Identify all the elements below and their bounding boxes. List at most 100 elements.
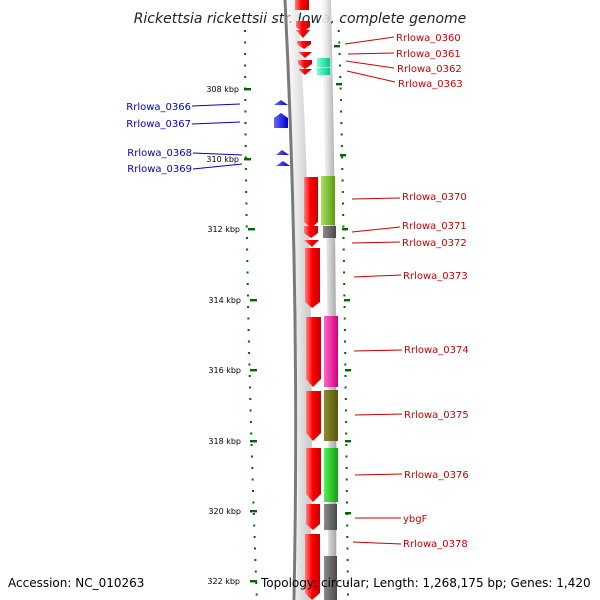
gene-label: Rrlowa_0369 bbox=[127, 164, 192, 175]
gene-Rrlowa_0370[interactable] bbox=[304, 177, 318, 228]
gene-Rrlowa_0369[interactable] bbox=[276, 161, 290, 166]
gene-ybgF[interactable] bbox=[306, 504, 320, 530]
scale-dot bbox=[346, 559, 349, 561]
gene-Rrlowa_0361[interactable] bbox=[297, 41, 311, 49]
label-Rrlowa_0363[interactable]: Rrlowa_0363 bbox=[346, 70, 463, 90]
scale-dot bbox=[342, 248, 345, 251]
scale-dot bbox=[254, 559, 257, 561]
gene-Rrlowa_0366[interactable] bbox=[274, 100, 288, 105]
scale-dot bbox=[252, 490, 254, 492]
scale-dot bbox=[339, 99, 342, 101]
tick-mark bbox=[248, 228, 255, 231]
scale-dot bbox=[343, 317, 346, 320]
label-Rrlowa_0362[interactable]: Rrlowa_0362 bbox=[345, 60, 462, 75]
scale-dot bbox=[344, 398, 347, 400]
scale-dot bbox=[344, 363, 347, 366]
label-Rrlowa_0372[interactable]: Rrlowa_0372 bbox=[351, 238, 467, 249]
gene-label: Rrlowa_0370 bbox=[402, 192, 467, 203]
scale-dot bbox=[244, 110, 247, 113]
label-Rrlowa_0361[interactable]: Rrlowa_0361 bbox=[347, 49, 461, 60]
gene-label: Rrlowa_0368 bbox=[127, 148, 192, 159]
right-ticks bbox=[334, 45, 351, 515]
label-Rrlowa_0366[interactable]: Rrlowa_0366 bbox=[126, 102, 241, 113]
scale-dot bbox=[339, 87, 342, 90]
scale-dot bbox=[244, 99, 247, 101]
scale-dot bbox=[253, 524, 256, 527]
scale-dot bbox=[244, 133, 247, 136]
scale-dot bbox=[249, 409, 252, 412]
scale-dot bbox=[244, 156, 247, 159]
scale-dot bbox=[247, 340, 250, 343]
tick-mark bbox=[250, 369, 257, 372]
scale-dots bbox=[244, 30, 349, 596]
scale-dot bbox=[344, 340, 346, 343]
gene-Rrlowa_0378[interactable] bbox=[305, 534, 320, 600]
scale-dot bbox=[345, 444, 348, 446]
scale-dot bbox=[344, 352, 347, 354]
gene-Rrlowa_0373[interactable] bbox=[305, 248, 320, 308]
scale-dot bbox=[344, 409, 347, 412]
gene-Rrlowa_0374[interactable] bbox=[306, 317, 321, 387]
label-Rrlowa_0378[interactable]: Rrlowa_0378 bbox=[352, 539, 468, 550]
scale-dot bbox=[344, 386, 347, 389]
scale-dot bbox=[337, 30, 340, 32]
gene-Rrlowa_0368[interactable] bbox=[276, 150, 289, 155]
scale-dot bbox=[253, 536, 256, 538]
gene-Rrlowa_0376[interactable] bbox=[306, 448, 321, 502]
category-block-dark bbox=[324, 556, 337, 600]
scale-dot bbox=[343, 294, 346, 297]
scale-dot bbox=[340, 145, 343, 147]
reverse-strand-genes bbox=[274, 100, 290, 166]
scale-dot bbox=[338, 64, 341, 67]
scale-dot bbox=[244, 76, 247, 78]
scale-dot bbox=[244, 64, 247, 67]
category-block-magenta bbox=[324, 316, 338, 387]
scale-dot bbox=[252, 513, 255, 515]
label-Rrlowa_0371[interactable]: Rrlowa_0371 bbox=[351, 221, 467, 233]
scale-dot bbox=[248, 352, 251, 354]
tick-label: 314 kbp bbox=[208, 296, 241, 305]
gene-Rrlowa_0367[interactable] bbox=[274, 113, 288, 128]
label-Rrlowa_0373[interactable]: Rrlowa_0373 bbox=[353, 271, 468, 282]
scale-dot bbox=[346, 536, 349, 538]
scale-dot bbox=[342, 214, 345, 216]
scale-dot bbox=[244, 41, 247, 44]
label-Rrlowa_0370[interactable]: Rrlowa_0370 bbox=[351, 192, 467, 203]
tick-label: 318 kbp bbox=[208, 437, 241, 446]
tick-label: 308 kbp bbox=[206, 85, 239, 94]
gene-label: Rrlowa_0361 bbox=[396, 49, 461, 60]
gene-Rrlowa_0375[interactable] bbox=[306, 391, 321, 441]
left-gene-labels: Rrlowa_0366 Rrlowa_0367 Rrlowa_0368 Rrlo… bbox=[126, 102, 243, 175]
gene-Rrlowa_0362[interactable] bbox=[298, 52, 312, 58]
label-Rrlowa_0367[interactable]: Rrlowa_0367 bbox=[126, 119, 241, 130]
tick-label: 310 kbp bbox=[206, 155, 239, 164]
scale-dot bbox=[346, 570, 349, 573]
scale-dot bbox=[341, 156, 344, 159]
gene-Rrlowa_0360[interactable] bbox=[296, 21, 310, 38]
label-Rrlowa_0360[interactable]: Rrlowa_0360 bbox=[344, 33, 461, 45]
category-block-olive bbox=[324, 390, 338, 441]
label-ybgF[interactable]: ybgF bbox=[355, 514, 428, 525]
scale-dot bbox=[251, 467, 254, 469]
label-Rrlowa_0369[interactable]: Rrlowa_0369 bbox=[127, 163, 243, 175]
label-Rrlowa_0375[interactable]: Rrlowa_0375 bbox=[354, 410, 469, 421]
scale-dot bbox=[246, 260, 249, 262]
scale-dot bbox=[245, 214, 248, 216]
scale-dot bbox=[342, 202, 344, 205]
scale-dot bbox=[255, 582, 258, 584]
scale-dot bbox=[345, 455, 348, 458]
label-Rrlowa_0374[interactable]: Rrlowa_0374 bbox=[353, 345, 469, 356]
label-Rrlowa_0368[interactable]: Rrlowa_0368 bbox=[127, 148, 243, 159]
gene-label: Rrlowa_0372 bbox=[402, 238, 467, 249]
gene-Rrlowa_0372[interactable] bbox=[304, 240, 319, 247]
gene-label: Rrlowa_0360 bbox=[396, 33, 461, 44]
gene-Rrlowa_0371[interactable] bbox=[304, 226, 318, 238]
tick-mark bbox=[244, 158, 251, 161]
category-block-teal bbox=[317, 58, 330, 67]
scale-dot bbox=[255, 593, 258, 596]
gene-Rrlowa_0363[interactable] bbox=[298, 60, 312, 75]
label-Rrlowa_0376[interactable]: Rrlowa_0376 bbox=[354, 470, 469, 481]
gene-Rrlowa_0360-body[interactable] bbox=[295, 0, 309, 10]
tick-318: 318 kbp bbox=[208, 437, 257, 446]
